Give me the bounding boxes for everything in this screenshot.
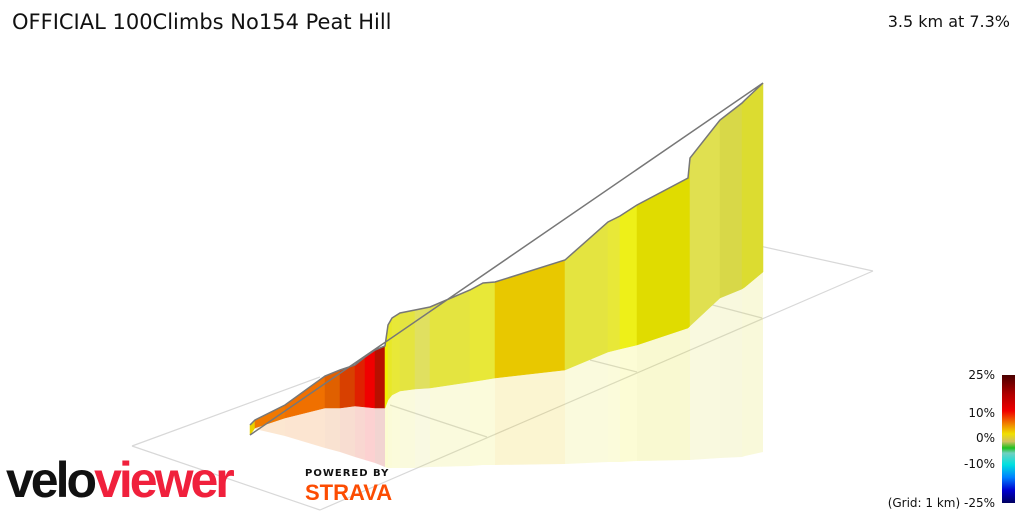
grid-line xyxy=(131,445,321,511)
profile-reflection xyxy=(430,382,470,467)
profile-reflection xyxy=(470,380,483,466)
profile-reflection xyxy=(385,400,388,468)
segment-title: OFFICIAL 100Climbs No154 Peat Hill xyxy=(12,10,392,34)
gradient-strip xyxy=(607,215,621,353)
profile-reflection xyxy=(325,408,340,452)
gradient-strip xyxy=(399,309,416,392)
profile-reflection xyxy=(392,391,400,468)
profile-reflection xyxy=(400,389,415,468)
gradient-strip xyxy=(744,82,764,288)
powered-by-label: POWERED BY xyxy=(305,468,390,479)
profile-reflection xyxy=(720,289,742,458)
gradient-strip xyxy=(687,157,691,329)
gradient-strip xyxy=(387,317,393,401)
legend-label-minus10: -10% xyxy=(963,457,995,471)
profile-reflection xyxy=(742,287,745,457)
profile-reflection xyxy=(355,406,365,460)
gradient-strip xyxy=(636,177,689,346)
grid-line xyxy=(704,302,763,319)
profile-reflection xyxy=(483,378,495,465)
gradient-strip xyxy=(689,119,721,327)
profile-outline xyxy=(249,82,764,436)
veloviewer-logo[interactable]: veloviewer xyxy=(6,452,235,508)
legend-label-10: 10% xyxy=(968,406,995,420)
gradient-color-scale xyxy=(1002,375,1015,503)
grid-line xyxy=(589,359,638,373)
strava-logo[interactable]: STRAVA xyxy=(305,480,393,505)
profile-reflection xyxy=(375,408,385,467)
grid-line xyxy=(754,244,874,272)
legend-label-grid-minus25: (Grid: 1 km) -25% xyxy=(887,496,995,510)
profile-reflection xyxy=(745,272,763,456)
profile-reflection xyxy=(388,395,392,468)
gradient-strip xyxy=(719,102,743,299)
grid-line xyxy=(389,404,488,438)
gradient-strip xyxy=(482,281,496,381)
profile-reflection xyxy=(415,388,430,468)
profile-reflection xyxy=(565,352,608,464)
gradient-strip xyxy=(619,204,638,350)
profile-reflection xyxy=(365,407,375,463)
profile-reflection xyxy=(637,328,688,461)
profile-reflection xyxy=(620,345,637,462)
gradient-strip xyxy=(364,349,376,409)
profile-reflection xyxy=(608,349,620,462)
gradient-strip xyxy=(391,312,401,396)
profile-reflection xyxy=(255,418,285,436)
gradient-strip xyxy=(374,345,386,409)
grid-line xyxy=(319,270,874,511)
gradient-strip xyxy=(564,221,609,371)
profile-reflection xyxy=(495,370,565,465)
legend-label-0: 0% xyxy=(975,431,995,445)
gradient-strip xyxy=(414,306,431,390)
gradient-strip xyxy=(469,282,484,383)
profile-reflection xyxy=(688,326,690,460)
gradient-strip xyxy=(741,99,746,290)
grid-line xyxy=(131,376,321,447)
profile-reflection xyxy=(285,408,325,448)
legend-label-25: 25% xyxy=(968,368,995,382)
profile-reflection xyxy=(340,406,355,457)
profile-reflection xyxy=(690,298,720,460)
segment-summary: 3.5 km at 7.3% xyxy=(887,12,1010,31)
gradient-strip xyxy=(494,259,566,379)
